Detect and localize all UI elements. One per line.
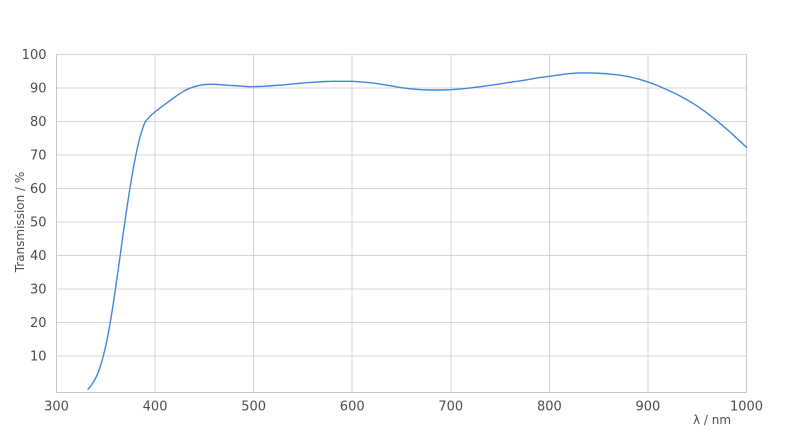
- axis-lines: [56, 54, 747, 393]
- x-axis-tick-labels: 300 400 500 600 700 800 900 1000: [44, 400, 763, 415]
- y-tick-label: 90: [30, 81, 47, 96]
- x-tick-label: 500: [241, 400, 266, 415]
- y-tick-label: 20: [30, 316, 47, 331]
- y-axis-tick-labels: 10 20 30 40 50 60 70 80 90 100: [22, 48, 47, 364]
- x-tick-label: 300: [44, 400, 69, 415]
- x-tick-label: 600: [340, 400, 365, 415]
- y-tick-label: 10: [30, 349, 47, 364]
- x-tick-label: 900: [636, 400, 661, 415]
- x-tick-label: 1000: [730, 400, 763, 415]
- x-tick-label: 400: [143, 400, 168, 415]
- x-axis-title: λ / nm: [693, 413, 731, 427]
- grid-lines: [56, 54, 747, 393]
- y-axis-title: Transmission / %: [13, 172, 27, 274]
- y-tick-label: 40: [30, 249, 47, 264]
- x-tick-label: 700: [438, 400, 463, 415]
- y-tick-label: 60: [30, 182, 47, 197]
- data-series-layer: [87, 72, 748, 390]
- y-tick-label: 80: [30, 115, 47, 130]
- y-tick-label: 100: [22, 48, 47, 63]
- series-line-transmission: [87, 72, 748, 390]
- x-tick-label: 800: [537, 400, 562, 415]
- y-tick-label: 30: [30, 282, 47, 297]
- y-tick-label: 50: [30, 215, 47, 230]
- y-tick-label: 70: [30, 148, 47, 163]
